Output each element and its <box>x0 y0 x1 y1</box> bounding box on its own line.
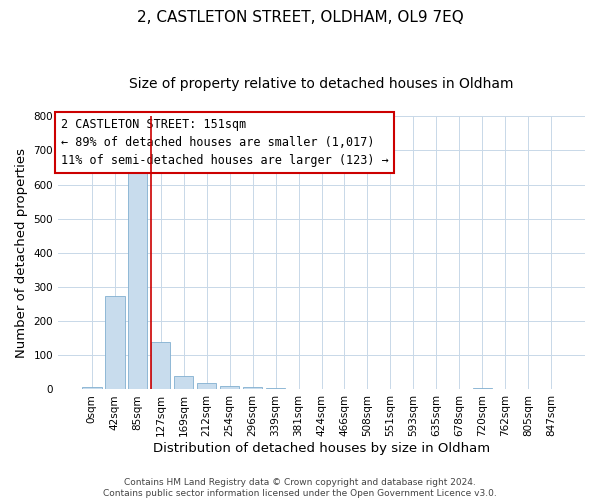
Bar <box>220 386 239 390</box>
Bar <box>82 386 101 390</box>
Bar <box>243 388 262 390</box>
Bar <box>266 388 286 390</box>
Text: 2, CASTLETON STREET, OLDHAM, OL9 7EQ: 2, CASTLETON STREET, OLDHAM, OL9 7EQ <box>137 10 463 25</box>
Bar <box>197 382 217 390</box>
Bar <box>473 388 492 390</box>
Bar <box>105 296 125 390</box>
Text: Contains HM Land Registry data © Crown copyright and database right 2024.
Contai: Contains HM Land Registry data © Crown c… <box>103 478 497 498</box>
Text: 2 CASTLETON STREET: 151sqm
← 89% of detached houses are smaller (1,017)
11% of s: 2 CASTLETON STREET: 151sqm ← 89% of deta… <box>61 118 388 166</box>
Bar <box>128 170 148 390</box>
Y-axis label: Number of detached properties: Number of detached properties <box>15 148 28 358</box>
Title: Size of property relative to detached houses in Oldham: Size of property relative to detached ho… <box>129 78 514 92</box>
Bar <box>289 389 308 390</box>
X-axis label: Distribution of detached houses by size in Oldham: Distribution of detached houses by size … <box>153 442 490 455</box>
Bar <box>151 342 170 390</box>
Bar <box>174 376 193 390</box>
